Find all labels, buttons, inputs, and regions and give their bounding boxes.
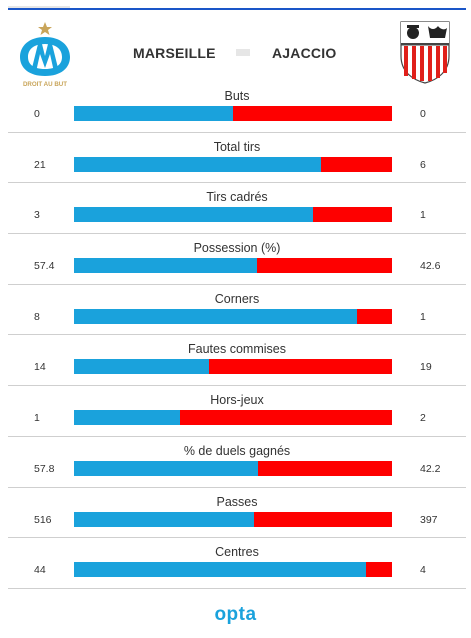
away-bar [233, 106, 392, 121]
comparison-bar [74, 156, 392, 172]
away-team-name: AJACCIO [272, 45, 337, 61]
opta-logo: opta [214, 604, 257, 625]
away-value: 1 [420, 209, 426, 222]
home-bar [74, 562, 366, 578]
stat-row: Corners 8 1 [8, 285, 466, 336]
comparison-bar [74, 410, 392, 426]
home-bar [74, 511, 254, 527]
home-value: 21 [34, 158, 46, 171]
home-value: 57.8 [34, 462, 55, 475]
comparison-bar [74, 207, 392, 223]
away-value: 42.2 [420, 462, 441, 475]
stat-label: Corners [214, 291, 260, 306]
top-divider-stub [8, 6, 70, 8]
away-value: 4 [420, 564, 426, 577]
stat-label: Hors-jeux [210, 393, 264, 408]
home-value: 516 [34, 513, 52, 526]
home-value: 14 [34, 361, 46, 374]
away-value: 42.6 [420, 260, 441, 273]
stat-row: % de duels gagnés 57.8 42.2 [8, 437, 466, 488]
home-value: 0 [34, 108, 40, 120]
comparison-bar [74, 460, 392, 476]
comparison-bar [74, 308, 392, 324]
away-value: 2 [420, 412, 426, 425]
stat-row: Hors-jeux 1 2 [8, 386, 466, 437]
away-bar [179, 410, 392, 426]
home-team-name: MARSEILLE [133, 45, 216, 61]
home-bar [74, 156, 322, 172]
away-bar [253, 511, 392, 527]
match-header: DROIT AU BUT MARSEILLE AJACCIO [0, 14, 471, 90]
away-value: 19 [420, 361, 432, 374]
home-value: 44 [34, 564, 46, 577]
stat-label: % de duels gagnés [183, 443, 291, 458]
home-value: 8 [34, 310, 40, 323]
stat-row: Passes 516 397 [8, 488, 466, 539]
home-value: 1 [34, 412, 40, 425]
vs-separator [236, 49, 250, 56]
home-bar [74, 106, 233, 121]
home-bar [74, 359, 209, 375]
stat-label: Possession (%) [193, 241, 281, 256]
stat-label: Centres [215, 545, 259, 560]
away-bar [257, 460, 392, 476]
home-bar [74, 410, 180, 426]
comparison-bar [74, 106, 392, 121]
home-value: 57.4 [34, 260, 55, 273]
stats-table: Buts 0 0 Total tirs 21 6 Tirs cadrés 3 1 Possessi… [8, 82, 466, 589]
away-bar [256, 258, 392, 274]
stat-row: Centres 44 4 [8, 538, 466, 589]
ajaccio-logo [400, 21, 450, 84]
comparison-bar [74, 359, 392, 375]
stat-label: Total tirs [213, 139, 261, 154]
away-bar [321, 156, 392, 172]
stat-label: Passes [216, 494, 258, 509]
stat-row: Possession (%) 57.4 42.6 [8, 234, 466, 285]
away-bar [356, 308, 392, 324]
stat-label: Fautes commises [188, 342, 286, 357]
home-bar [74, 308, 357, 324]
stat-row: Buts 0 0 [8, 82, 466, 133]
away-bar [208, 359, 392, 375]
comparison-bar [74, 511, 392, 527]
home-motto: DROIT AU BUT [23, 81, 67, 88]
home-bar [74, 258, 257, 274]
stat-row: Total tirs 21 6 [8, 133, 466, 184]
home-bar [74, 207, 313, 223]
away-bar [312, 207, 392, 223]
marseille-logo: DROIT AU BUT [20, 22, 70, 88]
stat-row: Fautes commises 14 19 [8, 335, 466, 387]
away-value: 1 [420, 310, 426, 323]
comparison-bar [74, 258, 392, 274]
away-value: 397 [420, 513, 438, 526]
away-value: 0 [420, 108, 426, 120]
away-bar [365, 562, 392, 578]
stat-row: Tirs cadrés 3 1 [8, 183, 466, 235]
stat-label: Tirs cadrés [206, 190, 268, 205]
home-value: 3 [34, 209, 40, 222]
home-bar [74, 460, 258, 476]
away-value: 6 [420, 158, 426, 171]
comparison-bar [74, 562, 392, 578]
top-divider [8, 6, 466, 10]
stat-label: Buts [224, 89, 250, 103]
